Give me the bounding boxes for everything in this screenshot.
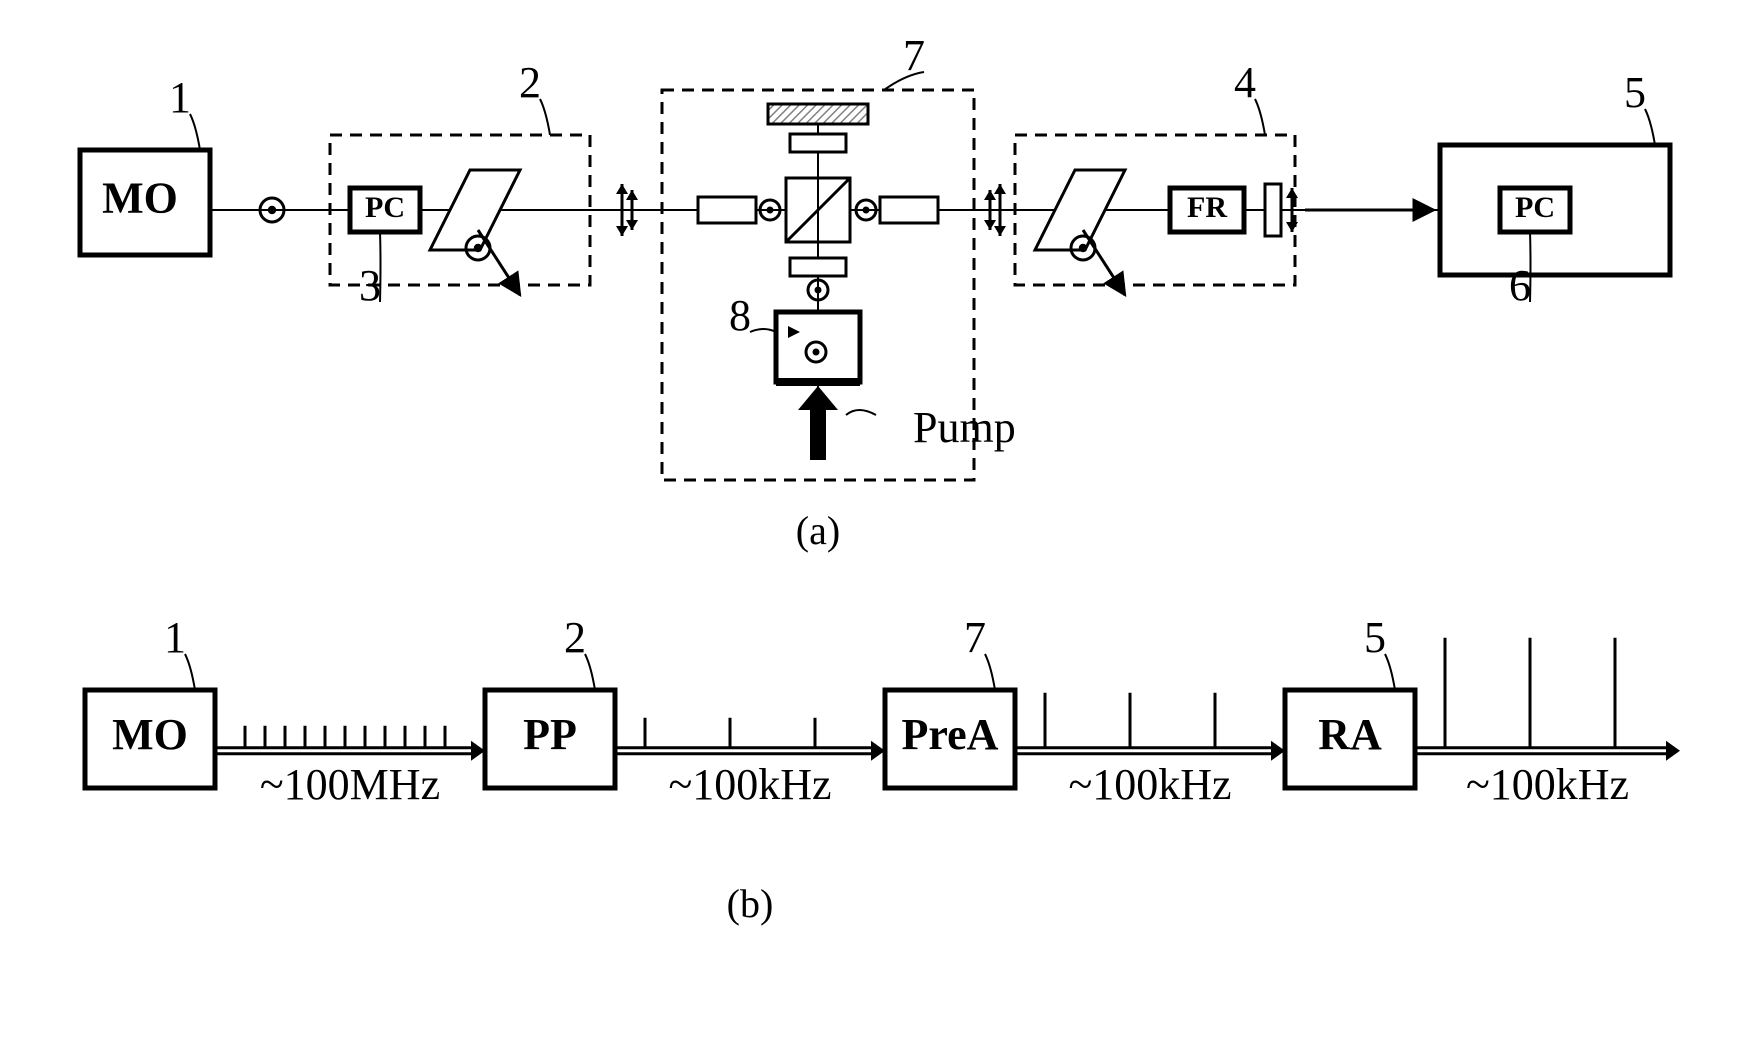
svg-text:4: 4 xyxy=(1234,58,1256,107)
svg-text:~100kHz: ~100kHz xyxy=(1068,760,1231,809)
svg-text:5: 5 xyxy=(1364,613,1386,662)
svg-text:~100MHz: ~100MHz xyxy=(260,760,440,809)
svg-text:(b): (b) xyxy=(727,881,774,926)
svg-text:8: 8 xyxy=(729,291,751,340)
svg-text:Pump: Pump xyxy=(913,403,1016,452)
svg-text:PC: PC xyxy=(1515,191,1555,224)
svg-text:1: 1 xyxy=(164,613,186,662)
svg-text:~100kHz: ~100kHz xyxy=(668,760,831,809)
svg-text:2: 2 xyxy=(564,613,586,662)
svg-text:7: 7 xyxy=(964,613,986,662)
svg-text:FR: FR xyxy=(1187,191,1227,224)
svg-text:PP: PP xyxy=(523,710,577,759)
svg-text:3: 3 xyxy=(359,261,381,310)
svg-text:1: 1 xyxy=(169,73,191,122)
svg-text:2: 2 xyxy=(519,58,541,107)
svg-text:(a): (a) xyxy=(796,508,840,553)
svg-text:MO: MO xyxy=(112,710,188,759)
svg-text:PC: PC xyxy=(365,191,405,224)
svg-text:MO: MO xyxy=(102,174,178,223)
svg-text:PreA: PreA xyxy=(902,710,999,759)
svg-text:5: 5 xyxy=(1624,68,1646,117)
svg-text:RA: RA xyxy=(1318,710,1382,759)
svg-text:~100kHz: ~100kHz xyxy=(1466,760,1629,809)
svg-text:6: 6 xyxy=(1509,261,1531,310)
